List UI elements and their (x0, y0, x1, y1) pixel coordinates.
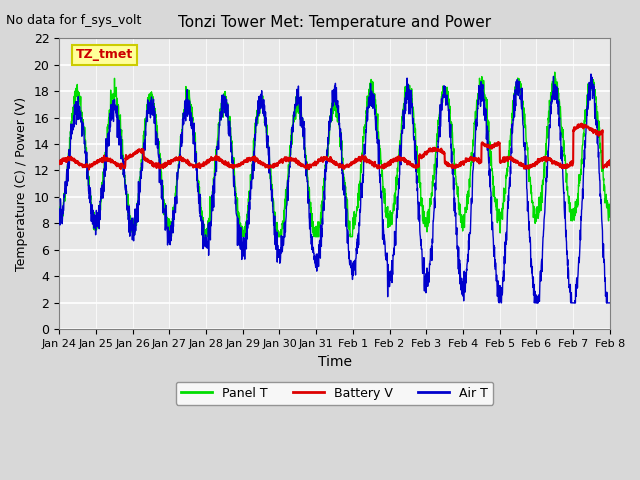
Battery V (635, 163, 640, 169)
Air T (587, 71, 595, 77)
Battery V (55, 159, 63, 165)
Legend: Panel T, Battery V, Air T: Panel T, Battery V, Air T (176, 382, 493, 405)
Battery V (563, 165, 571, 170)
Panel T (635, 165, 640, 170)
Battery V (531, 161, 538, 167)
Battery V (114, 163, 122, 168)
Y-axis label: Temperature (C) / Power (V): Temperature (C) / Power (V) (15, 96, 28, 271)
Line: Panel T: Panel T (59, 72, 640, 237)
Title: Tonzi Tower Met: Temperature and Power: Tonzi Tower Met: Temperature and Power (178, 15, 491, 30)
Air T (114, 116, 122, 121)
Air T (55, 218, 63, 224)
Panel T (129, 234, 137, 240)
Battery V (241, 159, 249, 165)
Air T (531, 282, 538, 288)
Panel T (551, 69, 559, 75)
Air T (388, 266, 396, 272)
Battery V (388, 159, 396, 165)
Panel T (114, 106, 122, 111)
Panel T (564, 184, 572, 190)
Panel T (388, 210, 396, 216)
Air T (495, 300, 503, 306)
Battery V (85, 167, 93, 172)
Air T (563, 256, 571, 262)
Battery V (577, 121, 585, 127)
Text: No data for f_sys_volt: No data for f_sys_volt (6, 14, 142, 27)
Panel T (531, 210, 538, 216)
Panel T (55, 210, 63, 216)
Line: Air T: Air T (59, 74, 640, 303)
Air T (635, 226, 640, 231)
Air T (241, 256, 248, 262)
X-axis label: Time: Time (317, 355, 351, 369)
Panel T (241, 224, 249, 229)
Text: TZ_tmet: TZ_tmet (76, 48, 133, 61)
Line: Battery V: Battery V (59, 124, 640, 169)
